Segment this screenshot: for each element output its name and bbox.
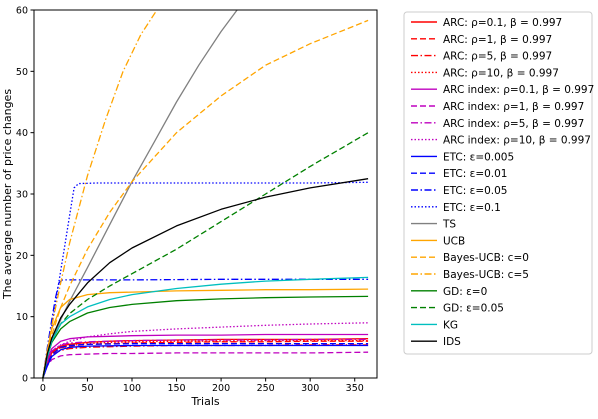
legend-label-7: ARC index: ρ=10, β = 0.997 (443, 135, 591, 147)
series-lines (42, 10, 369, 378)
y-tick-label-5: 50 (16, 67, 28, 78)
legend-label-15: Bayes-UCB: c=5 (443, 269, 529, 281)
legend-box (403, 11, 593, 355)
plot-frame (33, 9, 378, 379)
series-line-8 (42, 344, 369, 378)
legend-label-17: GD: ε=0.05 (443, 303, 504, 315)
legend-label-9: ETC: ε=0.01 (443, 168, 508, 180)
y-tick-label-4: 40 (16, 128, 28, 139)
series-line-4 (42, 333, 369, 378)
y-tick-label-3: 30 (16, 190, 28, 201)
legend-label-11: ETC: ε=0.1 (443, 202, 501, 214)
series-line-19 (42, 178, 369, 378)
series-line-15 (42, 10, 158, 378)
series-line-7 (42, 322, 369, 378)
axes: 0 50 100 150 200 250 300 350 0 10 20 30 40 50 60 (16, 6, 364, 395)
x-tick-label-3: 150 (167, 383, 185, 394)
x-tick-label-4: 200 (212, 383, 230, 394)
legend-label-6: ARC index: ρ=5, β = 0.997 (443, 118, 584, 130)
x-tick-label-6: 300 (301, 383, 319, 394)
legend-label-0: ARC: ρ=0.1, β = 0.997 (443, 17, 562, 29)
legend: ARC: ρ=0.1, β = 0.997 ARC: ρ=1, β = 0.997… (403, 11, 594, 355)
series-line-12 (42, 10, 238, 378)
series-line-2 (42, 344, 369, 378)
y-tick-label-6: 60 (16, 6, 28, 17)
legend-label-12: TS (442, 219, 456, 231)
legend-label-16: GD: ε=0 (443, 286, 487, 298)
legend-label-13: UCB (443, 235, 465, 247)
series-line-10 (42, 278, 369, 378)
legend-label-14: Bayes-UCB: c=0 (443, 252, 529, 264)
y-axis-label: The average number of price changes (1, 89, 14, 300)
x-tick-label-0: 0 (40, 383, 46, 394)
x-tick-label-1: 50 (81, 383, 93, 394)
x-tick-label-2: 100 (123, 383, 141, 394)
legend-label-3: ARC: ρ=10, β = 0.997 (443, 67, 559, 79)
series-line-18 (42, 276, 369, 378)
series-line-11 (42, 181, 369, 378)
series-line-14 (42, 19, 369, 378)
y-tick-label-2: 20 (16, 251, 28, 262)
x-axis-label: Trials (190, 395, 219, 408)
x-tick-label-7: 350 (346, 383, 364, 394)
y-tick-label-1: 10 (16, 312, 28, 323)
legend-label-2: ARC: ρ=5, β = 0.997 (443, 51, 552, 63)
x-tick-label-5: 250 (257, 383, 275, 394)
legend-label-4: ARC index: ρ=0.1, β = 0.997 (443, 84, 594, 96)
legend-label-5: ARC index: ρ=1, β = 0.997 (443, 101, 584, 113)
series-line-5 (42, 351, 369, 378)
legend-label-8: ETC: ε=0.005 (443, 151, 514, 163)
series-line-9 (42, 343, 369, 378)
series-line-1 (42, 340, 369, 378)
y-tick-label-0: 0 (22, 374, 28, 385)
legend-label-10: ETC: ε=0.05 (443, 185, 508, 197)
legend-label-19: IDS (443, 336, 461, 348)
legend-label-18: KG (443, 319, 458, 331)
legend-label-1: ARC: ρ=1, β = 0.997 (443, 34, 552, 46)
series-line-13 (42, 288, 369, 378)
